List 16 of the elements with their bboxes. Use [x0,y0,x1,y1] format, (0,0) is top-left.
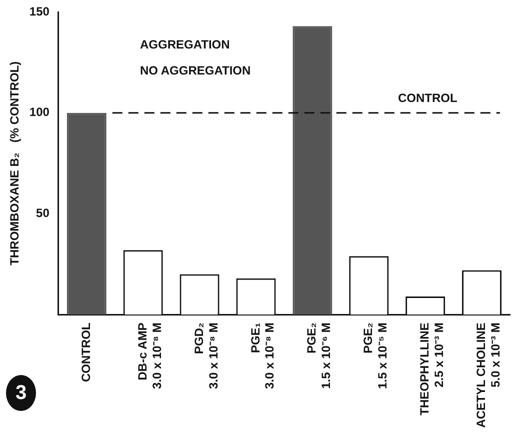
y-axis-title: THROMBOXANE B₂ (% CONTROL) [8,61,22,266]
annotation: AGGREGATION [140,37,230,52]
x-tick-label: ACETYL CHOLINE 5.0 x 10⁻³ M [474,322,502,428]
x-tick-label: CONTROL [78,322,93,382]
y-tick-label: 50 [36,206,50,220]
y-tick-label: 100 [29,105,50,120]
annotation: NO AGGREGATION [140,63,251,78]
x-tick-label: THEOPHYLLINE 2.5 x 10⁻³ M [418,322,446,416]
x-tick-label: DB-c AMP 3.0 x 10⁻⁸ M [135,322,164,390]
ref-line-label: CONTROL [398,91,458,106]
x-tick-label: PGE₂ 1.5 x 10⁻⁶ M [304,322,334,389]
x-tick-label: PGD₂ 3.0 x 10⁻⁸ M [192,322,220,390]
x-tick-label: PGE₁ 3.0 x 10⁻⁸ M [248,322,277,390]
x-tick-label: PGE₂ 1.5 x 10⁻⁵ M [361,322,390,390]
y-tick-label: 150 [29,4,50,18]
figure-number-badge: 3 [6,375,36,411]
